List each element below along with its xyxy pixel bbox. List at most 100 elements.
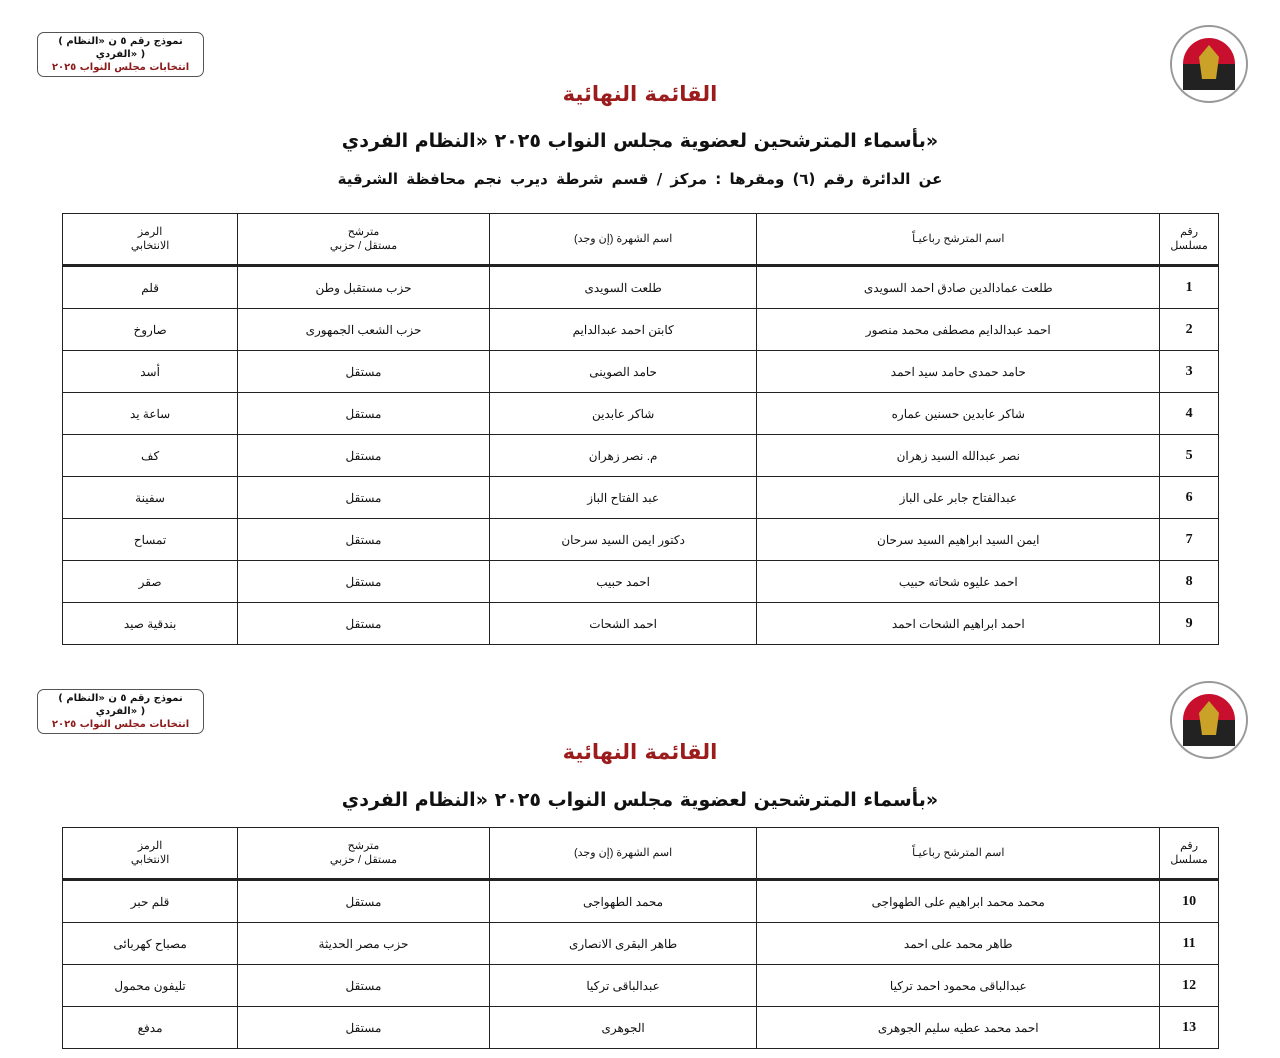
affiliation-cell: مستقل — [237, 1006, 490, 1049]
header-serial: رقم مسلسل — [1159, 827, 1219, 880]
header-type: مترشح مستقل / حزبي — [237, 827, 490, 880]
candidates-table: رقم مسلسل اسم المترشح رباعيـاً اسم الشهرة (… — [61, 213, 1219, 645]
table-row: 9 احمد ابراهيم الشحات احمد احمد الشحات م… — [61, 602, 1219, 645]
affiliation-cell: مستقل — [237, 434, 490, 477]
symbol-cell: قلم — [61, 264, 239, 309]
table-row: 8 احمد عليوه شحاته حبيب احمد حبيب مستقل … — [61, 560, 1219, 603]
fame-name-cell: طاهر البقرى الانصارى — [488, 922, 758, 965]
symbol-cell: ساعة يد — [61, 392, 239, 435]
header-symbol-line1: الرمز — [137, 840, 163, 852]
affiliation-cell: حزب مصر الحديثة — [237, 922, 490, 965]
symbol-cell: أسد — [61, 350, 239, 393]
table-row: 10 محمد محمد ابراهيم على الطهواجى محمد ا… — [61, 878, 1219, 923]
serial-cell: 7 — [1159, 518, 1219, 561]
header-type: مترشح مستقل / حزبي — [237, 213, 490, 266]
table-row: 5 نصر عبدالله السيد زهران م. نصر زهران م… — [61, 434, 1219, 477]
symbol-cell: بندقية صيد — [61, 602, 239, 645]
symbol-cell: مصباح كهربائى — [61, 922, 239, 965]
candidate-name-cell: طلعت عمادالدين صادق احمد السويدى — [756, 264, 1161, 309]
candidate-name-cell: نصر عبدالله السيد زهران — [756, 434, 1161, 477]
candidate-name-cell: طاهر محمد على احمد — [756, 922, 1161, 965]
fame-name-cell: احمد حبيب — [488, 560, 758, 603]
serial-cell: 12 — [1159, 964, 1219, 1007]
serial-cell: 1 — [1159, 264, 1219, 309]
form-number-label: ( نموذج رقم ٥ ن «النظام الفردي» ) — [58, 36, 183, 60]
candidates-table: رقم مسلسل اسم المترشح رباعيـاً اسم الشهرة (… — [61, 827, 1219, 1049]
header-serial-line2: مسلسل — [1170, 854, 1208, 866]
page-subtitle: بأسماء المترشحين لعضوية مجلس النواب ٢٠٢٥… — [341, 789, 939, 811]
serial-cell: 6 — [1159, 476, 1219, 519]
affiliation-cell: حزب مستقبل وطن — [237, 264, 490, 309]
election-label: انتخابات مجلس النواب ٢٠٢٥ — [51, 719, 190, 730]
header-fame: اسم الشهرة (إن وجد) — [488, 827, 758, 880]
national-election-authority-logo-icon — [1170, 25, 1248, 103]
table-row: 3 حامد حمدى حامد سيد احمد حامد الصوينى م… — [61, 350, 1219, 393]
affiliation-cell: مستقل — [237, 602, 490, 645]
serial-cell: 5 — [1159, 434, 1219, 477]
candidate-name-cell: عبدالفتاح جابر على الباز — [756, 476, 1161, 519]
fame-name-cell: شاكر عابدين — [488, 392, 758, 435]
serial-cell: 8 — [1159, 560, 1219, 603]
page-title: القائمة النهائية — [562, 82, 718, 106]
fame-name-cell: دكتور ايمن السيد سرحان — [488, 518, 758, 561]
header-symbol: الرمز الانتخابي — [61, 213, 239, 266]
candidate-name-cell: احمد عبدالدايم مصطفى محمد منصور — [756, 308, 1161, 351]
header-symbol-line2: الانتخابي — [130, 854, 170, 866]
candidate-name-cell: احمد عليوه شحاته حبيب — [756, 560, 1161, 603]
table-header-row: رقم مسلسل اسم المترشح رباعيـاً اسم الشهرة (… — [61, 827, 1219, 880]
header-serial-line1: رقم — [1180, 840, 1199, 852]
form-number-box: ( نموذج رقم ٥ ن «النظام الفردي» ) انتخاب… — [37, 689, 204, 734]
fame-name-cell: طلعت السويدى — [488, 264, 758, 309]
fame-name-cell: عبد الفتاح الباز — [488, 476, 758, 519]
serial-cell: 2 — [1159, 308, 1219, 351]
symbol-cell: تمساح — [61, 518, 239, 561]
symbol-cell: قلم حبر — [61, 878, 239, 923]
header-type-line1: مترشح — [347, 840, 380, 852]
affiliation-cell: حزب الشعب الجمهورى — [237, 308, 490, 351]
serial-cell: 4 — [1159, 392, 1219, 435]
form-number-box: ( نموذج رقم ٥ ن «النظام الفردي» ) انتخاب… — [37, 32, 204, 77]
header-type-line2: مستقل / حزبي — [329, 854, 398, 866]
page-title: القائمة النهائية — [562, 740, 718, 764]
serial-cell: 9 — [1159, 602, 1219, 645]
symbol-cell: تليفون محمول — [61, 964, 239, 1007]
header-serial-line2: مسلسل — [1170, 240, 1208, 252]
fame-name-cell: احمد الشحات — [488, 602, 758, 645]
affiliation-cell: مستقل — [237, 518, 490, 561]
header-fame: اسم الشهرة (إن وجد) — [488, 213, 758, 266]
table-row: 4 شاكر عابدين حسنين عماره شاكر عابدين مس… — [61, 392, 1219, 435]
candidate-name-cell: محمد محمد ابراهيم على الطهواجى — [756, 878, 1161, 923]
header-serial-line1: رقم — [1180, 226, 1199, 238]
symbol-cell: صقر — [61, 560, 239, 603]
candidate-name-cell: احمد محمد عطيه سليم الجوهرى — [756, 1006, 1161, 1049]
candidate-name-cell: شاكر عابدين حسنين عماره — [756, 392, 1161, 435]
header-symbol: الرمز الانتخابي — [61, 827, 239, 880]
district-info: عن الدائرة رقم (٦) ومقرها : مركز / قسم ش… — [337, 170, 943, 188]
table-row: 1 طلعت عمادالدين صادق احمد السويدى طلعت … — [61, 264, 1219, 309]
serial-cell: 11 — [1159, 922, 1219, 965]
candidate-name-cell: حامد حمدى حامد سيد احمد — [756, 350, 1161, 393]
table-row: 13 احمد محمد عطيه سليم الجوهرى الجوهرى م… — [61, 1006, 1219, 1049]
symbol-cell: سفينة — [61, 476, 239, 519]
table-row: 7 ايمن السيد ابراهيم السيد سرحان دكتور ا… — [61, 518, 1219, 561]
serial-cell: 3 — [1159, 350, 1219, 393]
serial-cell: 10 — [1159, 878, 1219, 923]
fame-name-cell: عبدالباقى تركيا — [488, 964, 758, 1007]
affiliation-cell: مستقل — [237, 878, 490, 923]
header-symbol-line2: الانتخابي — [130, 240, 170, 252]
affiliation-cell: مستقل — [237, 392, 490, 435]
election-label: انتخابات مجلس النواب ٢٠٢٥ — [51, 62, 190, 73]
header-name: اسم المترشح رباعيـاً — [756, 827, 1161, 880]
fame-name-cell: حامد الصوينى — [488, 350, 758, 393]
symbol-cell: كف — [61, 434, 239, 477]
page-subtitle: بأسماء المترشحين لعضوية مجلس النواب ٢٠٢٥… — [341, 130, 939, 152]
affiliation-cell: مستقل — [237, 560, 490, 603]
national-election-authority-logo-icon — [1170, 681, 1248, 759]
table-header-row: رقم مسلسل اسم المترشح رباعيـاً اسم الشهرة (… — [61, 213, 1219, 266]
fame-name-cell: كابتن احمد عبدالدايم — [488, 308, 758, 351]
candidate-name-cell: احمد ابراهيم الشحات احمد — [756, 602, 1161, 645]
table-row: 12 عبدالباقى محمود احمد تركيا عبدالباقى … — [61, 964, 1219, 1007]
candidate-name-cell: ايمن السيد ابراهيم السيد سرحان — [756, 518, 1161, 561]
symbol-cell: مدفع — [61, 1006, 239, 1049]
fame-name-cell: محمد الطهواجى — [488, 878, 758, 923]
